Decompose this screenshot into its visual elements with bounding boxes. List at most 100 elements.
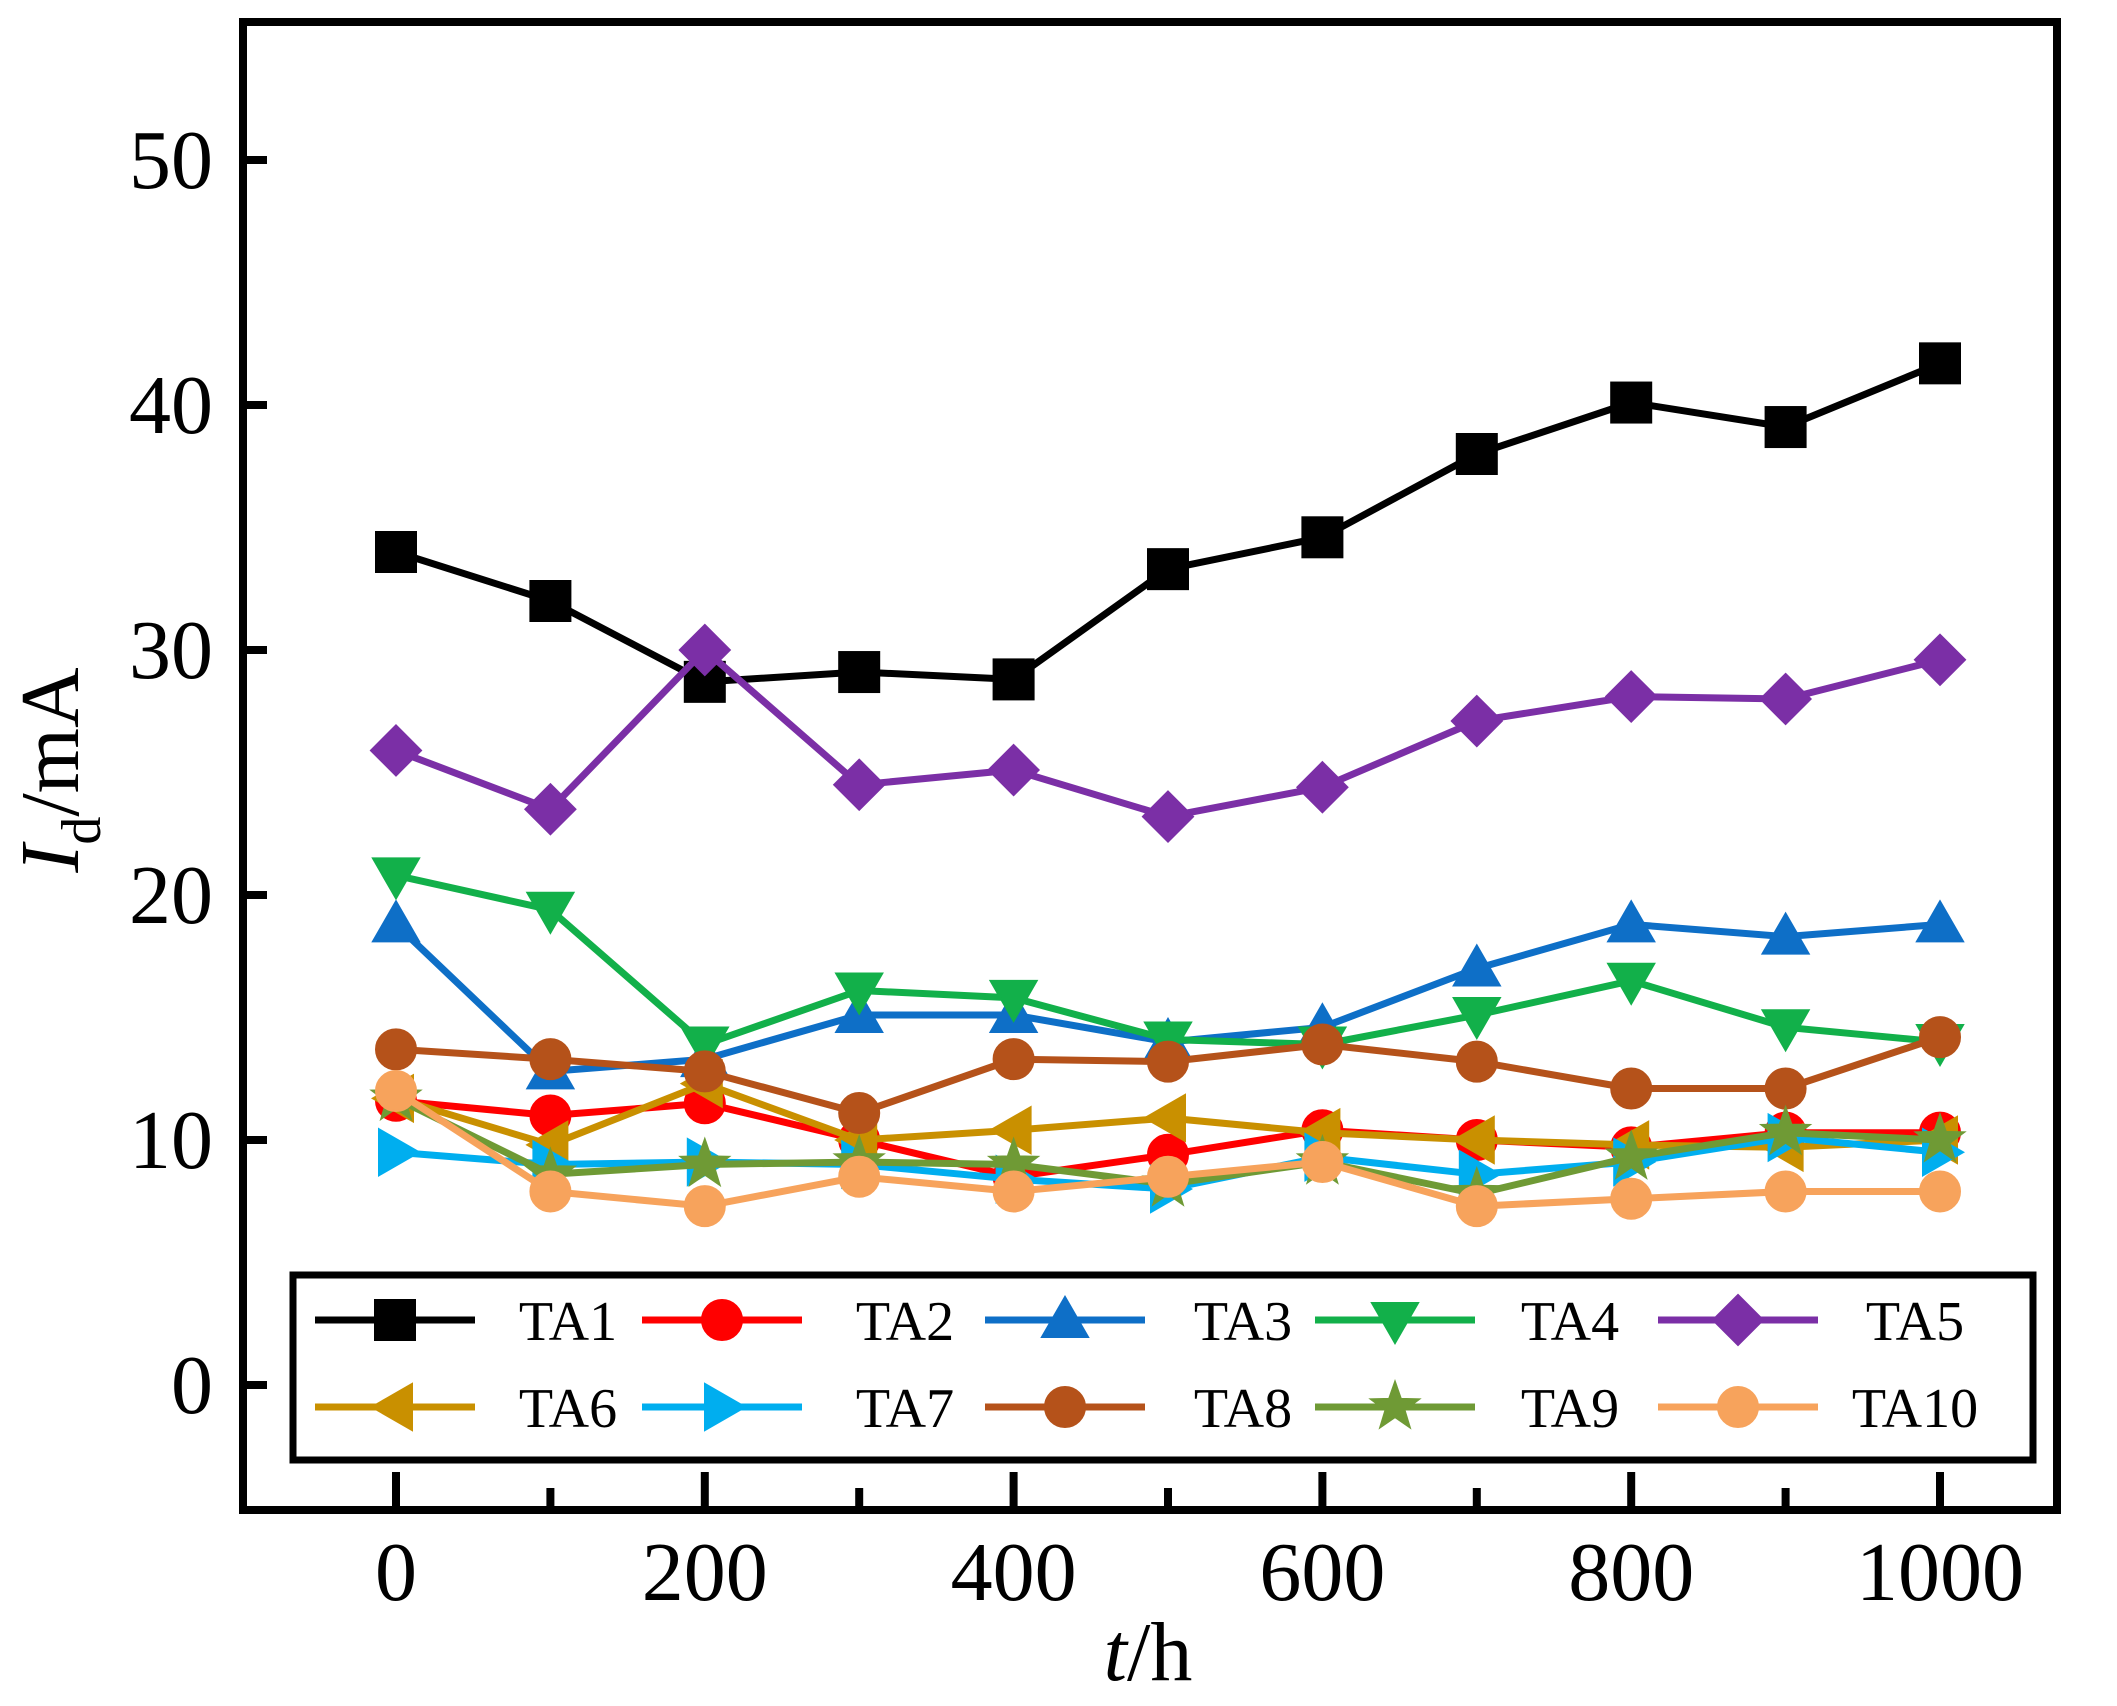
legend-item-ta2: TA2 (642, 1291, 954, 1353)
data-point (1141, 790, 1195, 844)
data-point (1452, 997, 1502, 1041)
data-point (375, 1028, 417, 1071)
data-point (1760, 911, 1811, 955)
legend-marker (701, 1299, 743, 1341)
data-point (1147, 1040, 1189, 1083)
series-ta10 (375, 1070, 1961, 1228)
data-point (1142, 1093, 1186, 1143)
data-point (1758, 1104, 1813, 1156)
x-tick-label: 400 (951, 1526, 1077, 1619)
data-point (529, 1038, 572, 1081)
data-point (1452, 943, 1502, 987)
y-axis-title: Id/mA (4, 667, 113, 874)
legend-item-ta10: TA10 (1658, 1378, 1978, 1440)
legend-item-ta1: TA1 (315, 1291, 617, 1353)
legend-marker (1717, 1386, 1759, 1428)
data-point (1919, 1016, 1961, 1059)
y-tick-label: 30 (129, 604, 213, 697)
y-tick-label: 20 (129, 849, 213, 942)
data-point (832, 758, 886, 812)
legend-marker (1711, 1293, 1765, 1347)
legend-marker (369, 1382, 413, 1432)
y-tick-label: 0 (171, 1339, 213, 1432)
data-point (988, 979, 1039, 1023)
x-tick-label: 1000 (1856, 1526, 2024, 1619)
data-point (1147, 1155, 1189, 1198)
data-point (838, 1155, 881, 1198)
legend-marker (1040, 1294, 1090, 1338)
data-point (1760, 1009, 1811, 1053)
data-point (1913, 1111, 1967, 1163)
marks-layer (369, 342, 1967, 1228)
data-point (1455, 1040, 1498, 1083)
data-point (1759, 672, 1813, 726)
data-point (529, 1170, 572, 1213)
legend: TA1 TA2 TA3 TA4 TA5 TA6 TA7 TA8 TA9 TA10 (289, 1271, 2037, 1464)
data-point (1147, 548, 1189, 591)
data-point (1301, 1023, 1344, 1066)
data-point (1919, 1170, 1961, 1213)
data-point (1604, 670, 1658, 723)
legend-item-ta4: TA4 (1315, 1291, 1619, 1353)
legend-item-ta5: TA5 (1658, 1291, 1964, 1353)
data-point (375, 1070, 417, 1112)
series-ta8 (375, 1016, 1961, 1135)
data-point (834, 972, 884, 1016)
data-point (992, 658, 1035, 701)
legend-item-ta9: TA9 (1315, 1378, 1619, 1440)
data-point (529, 580, 572, 622)
x-tick-label: 600 (1259, 1526, 1385, 1619)
data-point (1610, 1177, 1653, 1220)
data-point (1455, 1185, 1498, 1228)
data-point (1450, 694, 1504, 748)
data-point (1606, 899, 1656, 943)
legend-label: TA2 (856, 1291, 954, 1353)
legend-item-ta6: TA6 (315, 1378, 617, 1440)
data-point (838, 651, 881, 694)
data-point (1764, 406, 1807, 449)
legend-label: TA1 (519, 1291, 617, 1353)
data-point (988, 1105, 1032, 1155)
y-tick-label: 50 (129, 114, 213, 207)
legend-item-ta8: TA8 (985, 1378, 1292, 1440)
legend-label: TA7 (856, 1378, 954, 1440)
legend-marker (1370, 1302, 1420, 1346)
data-point (1610, 1067, 1653, 1110)
x-tick-label: 0 (375, 1526, 417, 1619)
data-point (987, 743, 1041, 797)
legend-label: TA6 (519, 1378, 617, 1440)
data-point (683, 1050, 726, 1093)
x-tick-label: 800 (1568, 1526, 1694, 1619)
axes-layer: 0 10 20 30 40 50 0 200 400 600 800 1000 t/h Id/mA (4, 114, 2024, 1699)
plot-frame (239, 18, 2061, 1514)
data-point (371, 857, 421, 901)
data-point (525, 891, 576, 935)
legend-marker (704, 1382, 748, 1432)
x-tick-label: 200 (642, 1526, 768, 1619)
data-point (1301, 1141, 1344, 1184)
legend-label: TA5 (1866, 1291, 1964, 1353)
data-point (1913, 633, 1967, 687)
data-point (838, 1092, 881, 1135)
data-point (1915, 899, 1965, 943)
data-point (1606, 962, 1656, 1006)
data-point (992, 1038, 1035, 1081)
data-point (369, 724, 423, 777)
y-tick-label: 10 (129, 1094, 213, 1187)
legend-label: TA9 (1521, 1378, 1619, 1440)
legend-marker (374, 1299, 416, 1341)
data-point (1604, 1129, 1658, 1180)
legend-label: TA10 (1852, 1378, 1978, 1440)
data-point (523, 782, 577, 836)
data-point (992, 1170, 1035, 1213)
data-point (1610, 381, 1653, 424)
data-point (1455, 433, 1498, 475)
data-point (680, 1026, 730, 1070)
data-point (1764, 1170, 1807, 1213)
legend-marker (1368, 1378, 1422, 1430)
data-point (683, 1185, 726, 1228)
data-point (678, 623, 732, 677)
y-tick-label: 40 (129, 359, 213, 452)
series-ta5 (369, 623, 1967, 844)
